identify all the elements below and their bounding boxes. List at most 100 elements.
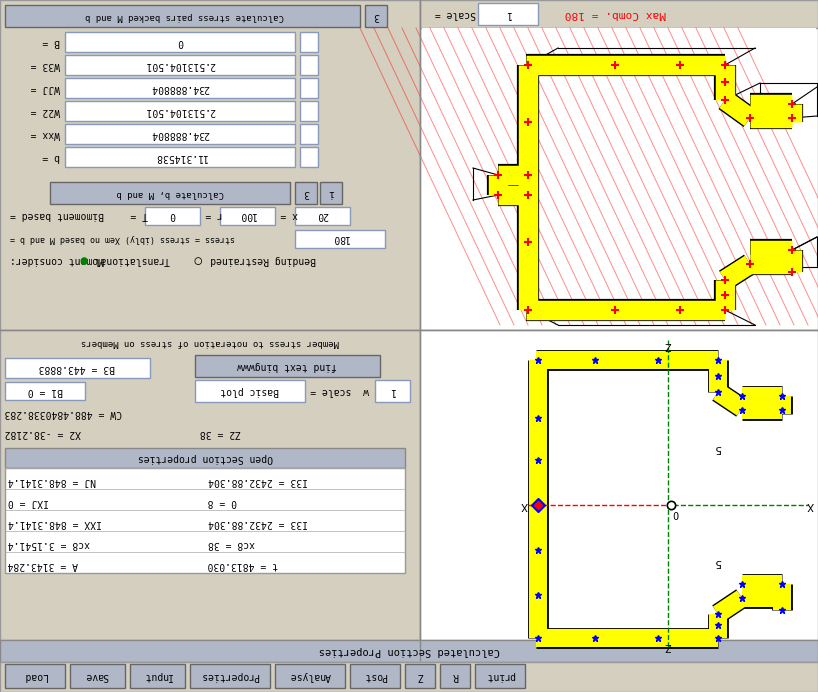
Text: ●: ● [80, 253, 88, 266]
Text: print: print [485, 671, 515, 681]
Text: B =: B = [43, 37, 60, 47]
Bar [5, 468, 405, 573]
Text: 1: 1 [389, 386, 395, 396]
Bar [295, 182, 317, 204]
Text: 5: 5 [715, 443, 721, 453]
Bar [5, 448, 405, 468]
Bar [420, 0, 818, 28]
Bar [65, 32, 295, 52]
Bar [365, 5, 387, 27]
Bar [65, 101, 295, 121]
Text: Member stress to noteration of stress on Members: Member stress to noteration of stress on… [81, 338, 339, 347]
Text: Translational: Translational [93, 255, 169, 265]
Text: Basic plot: Basic plot [221, 386, 280, 396]
Text: i: i [328, 188, 334, 198]
Text: X: X [807, 500, 815, 510]
Text: Bimoment based =: Bimoment based = [10, 210, 104, 220]
Text: X2 = -38.2182: X2 = -38.2182 [5, 428, 81, 438]
Text: b =: b = [43, 152, 60, 162]
Text: W22 =: W22 = [30, 106, 60, 116]
Bar [350, 664, 400, 688]
Text: 0 = 8: 0 = 8 [208, 497, 237, 507]
Text: Open Section properties: Open Section properties [137, 453, 272, 463]
Bar [130, 664, 185, 688]
Bar [65, 78, 295, 98]
Bar [300, 32, 318, 52]
Text: xc8 = 3.1541.4: xc8 = 3.1541.4 [8, 539, 90, 549]
Bar [190, 664, 270, 688]
Text: W33 =: W33 = [30, 60, 60, 70]
Bar [0, 330, 420, 640]
Text: Wxx =: Wxx = [30, 129, 60, 139]
Text: 2.513104.501: 2.513104.501 [145, 60, 215, 70]
Bar [440, 664, 470, 688]
Text: X: X [522, 500, 528, 510]
Bar [5, 5, 360, 27]
Text: Max Comb. = 180: Max Comb. = 180 [565, 9, 666, 19]
Text: Moment consider:: Moment consider: [10, 255, 104, 265]
Text: 11.314538: 11.314538 [154, 152, 206, 162]
Text: A = 3143.284: A = 3143.284 [8, 560, 79, 570]
Bar [420, 0, 818, 330]
Bar [475, 664, 525, 688]
Text: CW = 488.4840338.283: CW = 488.4840338.283 [5, 408, 123, 418]
Bar [275, 664, 345, 688]
Bar [70, 664, 125, 688]
Text: stress = stress (ibly) Xem no based M and b =: stress = stress (ibly) Xem no based M an… [10, 233, 235, 242]
Text: Properties: Properties [200, 671, 259, 681]
Text: Z: Z [417, 671, 423, 681]
Text: NJ = 848.3141.4: NJ = 848.3141.4 [8, 476, 97, 486]
Text: WJJ =: WJJ = [30, 83, 60, 93]
Text: xc8 = 38: xc8 = 38 [208, 539, 255, 549]
Text: 2.513104.501: 2.513104.501 [145, 106, 215, 116]
Text: Analyse: Analyse [290, 671, 330, 681]
Text: Post: Post [363, 671, 387, 681]
Text: Z: Z [664, 340, 672, 350]
Text: Input: Input [142, 671, 172, 681]
Bar [375, 380, 410, 402]
Bar [0, 640, 818, 662]
Text: 5: 5 [715, 557, 721, 567]
Text: B1 = 0: B1 = 0 [27, 386, 63, 396]
Text: 0: 0 [177, 37, 183, 47]
Text: 234.888804: 234.888804 [151, 83, 209, 93]
Text: Save: Save [85, 671, 109, 681]
Bar [420, 330, 818, 640]
Text: Calculate b, M and b: Calculate b, M and b [116, 188, 224, 197]
Bar [300, 55, 318, 75]
Text: Calculated Section Properties: Calculated Section Properties [318, 646, 500, 656]
Text: O: O [673, 508, 679, 518]
Text: Bending Restrained: Bending Restrained [210, 255, 316, 265]
Bar [478, 3, 538, 25]
Text: 234.888804: 234.888804 [151, 129, 209, 139]
Bar [5, 664, 65, 688]
Text: 100: 100 [238, 210, 256, 220]
Text: x =: x = [280, 210, 298, 220]
Bar [0, 662, 818, 692]
Bar [405, 664, 435, 688]
Text: Calculate stress pairs backed M and b: Calculate stress pairs backed M and b [86, 12, 285, 21]
Bar [5, 382, 85, 400]
Bar [300, 101, 318, 121]
Bar [300, 147, 318, 167]
Bar [320, 182, 342, 204]
Bar [300, 78, 318, 98]
Bar [300, 124, 318, 144]
Text: Load: Load [23, 671, 47, 681]
Bar [220, 207, 275, 225]
Bar [195, 380, 305, 402]
Text: Z: Z [664, 641, 672, 651]
Bar [145, 207, 200, 225]
Bar [65, 147, 295, 167]
Text: I33 = 2432.88.304: I33 = 2432.88.304 [208, 476, 308, 486]
Text: t = 4813.030: t = 4813.030 [208, 560, 278, 570]
Bar [295, 230, 385, 248]
Text: Z2 = 38: Z2 = 38 [200, 428, 241, 438]
Text: 3: 3 [373, 11, 379, 21]
Text: 3: 3 [303, 188, 309, 198]
Bar [65, 124, 295, 144]
Bar [50, 182, 290, 204]
Bar [295, 207, 350, 225]
Text: 180: 180 [331, 233, 348, 243]
Bar [65, 55, 295, 75]
